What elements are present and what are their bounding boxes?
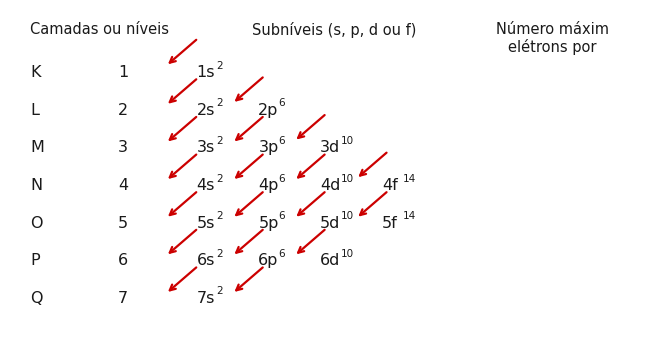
Text: Q: Q: [30, 291, 43, 306]
Text: K: K: [30, 65, 41, 80]
Text: 3: 3: [118, 140, 128, 156]
Text: L: L: [30, 103, 39, 118]
Text: 3s: 3s: [197, 140, 214, 156]
Text: 3p: 3p: [258, 140, 279, 156]
Text: 5p: 5p: [258, 216, 279, 231]
Text: 2: 2: [216, 211, 223, 221]
Text: 1s: 1s: [197, 65, 215, 80]
Text: 6: 6: [279, 249, 285, 259]
Text: 6: 6: [279, 211, 285, 221]
Text: 2: 2: [216, 98, 223, 108]
Text: 6: 6: [279, 98, 285, 108]
Text: 10: 10: [341, 211, 354, 221]
Text: 6: 6: [118, 253, 128, 269]
Text: 2: 2: [216, 174, 223, 184]
Text: 14: 14: [403, 211, 416, 221]
Text: 2: 2: [118, 103, 128, 118]
Text: 4p: 4p: [258, 178, 279, 193]
Text: 4f: 4f: [382, 178, 398, 193]
Text: 5f: 5f: [382, 216, 398, 231]
Text: 4s: 4s: [197, 178, 214, 193]
Text: 10: 10: [341, 136, 354, 146]
Text: 6p: 6p: [258, 253, 279, 269]
Text: Camadas ou níveis: Camadas ou níveis: [30, 22, 169, 37]
Text: 6d: 6d: [320, 253, 341, 269]
Text: 10: 10: [341, 174, 354, 184]
Text: 2p: 2p: [258, 103, 279, 118]
Text: 2s: 2s: [197, 103, 214, 118]
Text: O: O: [30, 216, 43, 231]
Text: P: P: [30, 253, 40, 269]
Text: 2: 2: [216, 136, 223, 146]
Text: 6: 6: [279, 174, 285, 184]
Text: 2: 2: [216, 249, 223, 259]
Text: Número máxim
elétrons por: Número máxim elétrons por: [496, 22, 609, 55]
Text: 1: 1: [118, 65, 129, 80]
Text: 4d: 4d: [320, 178, 341, 193]
Text: 7s: 7s: [197, 291, 214, 306]
Text: 3d: 3d: [320, 140, 341, 156]
Text: N: N: [30, 178, 42, 193]
Text: 4: 4: [118, 178, 128, 193]
Text: 2: 2: [216, 61, 223, 71]
Text: M: M: [30, 140, 44, 156]
Text: 5: 5: [118, 216, 128, 231]
Text: 6s: 6s: [197, 253, 214, 269]
Text: 14: 14: [403, 174, 416, 184]
Text: 2: 2: [216, 287, 223, 297]
Text: 10: 10: [341, 249, 354, 259]
Text: 6: 6: [279, 136, 285, 146]
Text: 5s: 5s: [197, 216, 214, 231]
Text: 5d: 5d: [320, 216, 341, 231]
Text: Subníveis (s, p, d ou f): Subníveis (s, p, d ou f): [252, 22, 416, 38]
Text: 7: 7: [118, 291, 128, 306]
